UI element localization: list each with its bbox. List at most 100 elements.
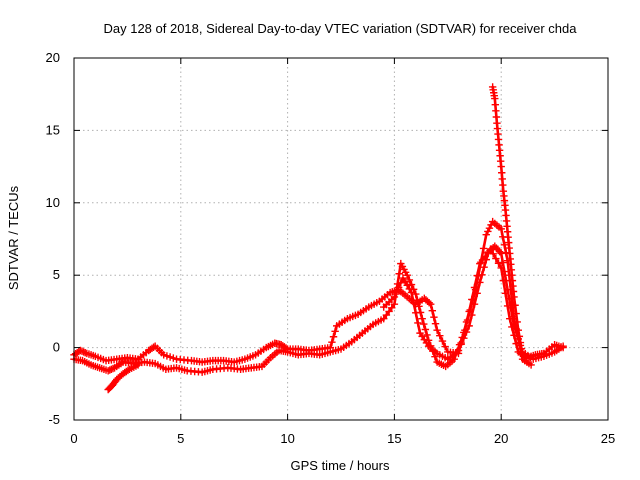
data-point-marker [502,276,510,285]
data-point-marker [491,94,499,103]
data-point-marker [390,293,399,301]
series-markers-trace-c [104,361,142,394]
series-markers-trace-a [70,245,567,366]
data-point-marker [470,300,479,308]
data-point-marker [460,334,468,342]
data-point-marker [497,249,505,258]
data-point-marker [405,276,414,284]
x-tick-label: 0 [70,431,77,446]
data-point-marker [497,162,505,171]
data-point-marker [510,293,518,301]
series-line-trace-a [72,247,565,364]
data-point-marker [409,299,418,307]
data-point-marker [392,288,401,296]
x-tick-label: 25 [601,431,615,446]
data-point-marker [476,278,484,287]
data-point-marker [502,249,510,257]
data-point-marker [441,342,449,351]
data-point-marker [166,353,174,361]
data-point-marker [169,354,178,362]
data-point-marker [420,320,428,328]
data-point-marker [431,320,440,328]
data-point-marker [397,279,405,287]
series-trace-spike [488,83,527,359]
data-point-marker [498,169,506,177]
data-point-marker [412,309,420,317]
series-trace-c [104,361,142,394]
data-point-marker [518,351,527,359]
plot-frame [73,57,609,421]
series-markers-trace-b [70,217,535,376]
data-point-marker [462,328,471,336]
data-point-marker [479,244,488,253]
data-point-marker [454,346,463,355]
series-trace-a [70,245,567,366]
data-point-marker [500,267,509,276]
data-point-marker [403,271,411,279]
data-point-marker [428,306,437,315]
data-point-marker [134,361,142,369]
data-point-marker [513,318,521,326]
x-tick-label: 20 [494,431,508,446]
data-point-marker [413,296,422,304]
data-point-marker [507,304,515,312]
x-axis-label: GPS time / hours [291,458,390,473]
data-point-marker [505,295,513,303]
data-point-marker [433,326,441,334]
series-markers-trace-spike [488,83,527,359]
data-point-marker [499,181,507,189]
data-point-marker [492,254,500,263]
data-point-marker [412,290,420,298]
data-point-marker [328,338,336,346]
series-layer [70,83,567,394]
data-point-marker [160,351,168,359]
y-tick-label: 0 [53,340,60,355]
data-point-marker [511,301,519,309]
data-point-marker [491,100,500,109]
x-tick-label: 5 [177,431,184,446]
data-point-marker [407,280,416,289]
y-tick-label: 15 [46,122,60,137]
data-point-marker [438,337,447,345]
data-point-marker [329,333,338,341]
data-point-marker [515,332,524,341]
data-point-marker [492,113,501,121]
data-point-marker [482,255,490,264]
data-point-marker [390,300,399,308]
data-point-marker [497,225,505,233]
data-point-marker [498,175,506,183]
chart-title: Day 128 of 2018, Sidereal Day-to-day VTE… [103,21,577,36]
data-point-marker [477,258,485,266]
data-point-marker [512,309,520,318]
y-tick-label: -5 [48,412,60,427]
data-point-marker [473,289,481,297]
data-point-marker [516,338,525,347]
data-point-marker [468,311,476,319]
y-tick-label: 5 [53,267,60,282]
data-point-marker [527,361,535,369]
data-point-marker [427,300,435,308]
data-point-marker [478,271,486,279]
x-tick-label: 10 [280,431,294,446]
data-point-marker [508,313,517,321]
data-point-marker [559,342,567,350]
data-point-marker [489,250,497,258]
data-point-marker [414,319,422,327]
data-point-marker [510,322,518,330]
data-point-marker [499,258,507,267]
data-point-marker [415,302,423,311]
data-point-marker [514,326,522,334]
grid-layer [74,58,608,420]
y-axis-label: SDTVAR / TECUs [6,185,21,290]
data-point-marker [407,288,416,297]
data-point-marker [494,259,503,267]
data-point-marker [492,107,500,115]
data-point-marker [394,283,403,292]
data-point-marker [331,327,339,336]
y-tick-label: 20 [46,50,60,65]
data-point-marker [418,314,426,323]
data-point-marker [395,270,403,278]
y-tick-label: 10 [46,195,60,210]
data-point-marker [430,313,438,321]
